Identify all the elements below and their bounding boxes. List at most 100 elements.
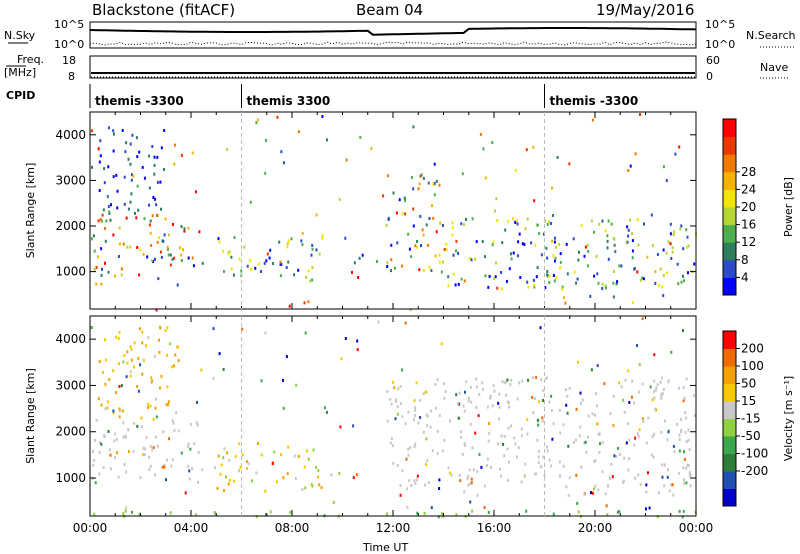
data-cell [179, 246, 182, 250]
data-cell [679, 227, 682, 231]
data-cell [260, 270, 262, 273]
colorbar-segment [723, 136, 736, 155]
data-cell [370, 147, 373, 151]
data-cell [508, 401, 510, 405]
colorbar-segment [723, 277, 736, 296]
data-cell [397, 387, 400, 391]
data-cell [678, 145, 681, 149]
nsky-label: N.Sky [4, 29, 36, 42]
data-cell [396, 405, 399, 409]
data-cell [311, 484, 314, 488]
data-cell [612, 295, 615, 299]
data-cell [386, 389, 389, 393]
data-cell [566, 272, 569, 276]
data-cell [496, 219, 499, 223]
data-cell [458, 402, 460, 406]
data-cell [578, 250, 580, 254]
data-cell [133, 341, 136, 345]
data-cell [382, 194, 385, 198]
data-cell [513, 436, 516, 440]
data-cell [484, 176, 487, 180]
data-cell [228, 250, 231, 254]
data-cell [503, 435, 506, 439]
data-cell [553, 240, 556, 244]
data-cell [386, 419, 389, 423]
data-cell [562, 423, 565, 427]
data-cell [414, 442, 417, 446]
data-cell [682, 274, 684, 278]
data-cell [247, 462, 250, 466]
data-cell [689, 484, 692, 488]
data-cell [423, 483, 426, 487]
data-cell [356, 339, 359, 343]
colorbar-label: Velocity [m s⁻¹] [782, 376, 795, 461]
data-cell [556, 156, 559, 159]
data-cell [562, 464, 565, 468]
data-cell [687, 244, 690, 248]
data-cell [629, 218, 631, 222]
data-cell [117, 336, 120, 340]
data-cell [631, 232, 633, 236]
data-cell [129, 374, 132, 378]
data-cell [465, 218, 467, 221]
data-cell [139, 363, 142, 367]
data-cell [138, 327, 141, 331]
data-cell [685, 466, 688, 470]
data-cell [598, 451, 601, 454]
data-cell [616, 280, 619, 284]
data-cell [573, 270, 576, 274]
data-cell [239, 465, 242, 469]
data-cell [125, 141, 128, 145]
data-cell [92, 234, 95, 238]
data-cell [581, 398, 584, 402]
data-cell [154, 473, 157, 477]
data-cell [546, 273, 549, 277]
data-cell [125, 216, 128, 220]
data-cell [122, 421, 125, 425]
freq-panel: Freq. [MHz] 18 8 60 0 Nave [4, 53, 790, 83]
data-cell [459, 479, 462, 483]
data-cell [659, 380, 662, 384]
data-cell [452, 253, 455, 257]
data-cell [93, 458, 95, 462]
data-cell [412, 187, 415, 191]
data-cell [665, 251, 668, 255]
data-cell [170, 464, 173, 468]
data-cell [416, 478, 419, 482]
data-cell [107, 400, 110, 404]
data-cell [410, 255, 413, 259]
data-cell [412, 125, 415, 129]
freq-label-line1: Freq. [17, 53, 44, 66]
data-cell [663, 419, 666, 423]
data-cell [491, 243, 494, 247]
data-cell [471, 509, 474, 513]
data-cell [669, 242, 672, 246]
data-cell [540, 253, 543, 257]
data-cell [122, 360, 125, 364]
data-cell [586, 264, 589, 268]
data-cell [455, 249, 457, 253]
data-cell [102, 208, 105, 212]
data-cell [442, 260, 444, 264]
data-cell [550, 464, 553, 468]
power-cells [90, 113, 697, 312]
data-cell [419, 398, 421, 402]
data-cell [577, 258, 580, 262]
data-cell [534, 243, 537, 247]
data-cell [630, 395, 633, 399]
data-cell [156, 444, 159, 448]
data-cell [310, 482, 313, 486]
data-cell [401, 415, 404, 419]
data-cell [500, 271, 503, 274]
data-cell [447, 466, 450, 470]
data-cell [191, 256, 194, 260]
data-cell [150, 259, 153, 263]
data-cell [136, 155, 139, 159]
data-cell [684, 430, 687, 434]
data-cell [118, 415, 121, 419]
data-cell [659, 267, 662, 271]
data-cell [422, 233, 425, 237]
data-cell [160, 255, 163, 259]
data-cell [686, 463, 689, 467]
data-cell [590, 491, 592, 495]
